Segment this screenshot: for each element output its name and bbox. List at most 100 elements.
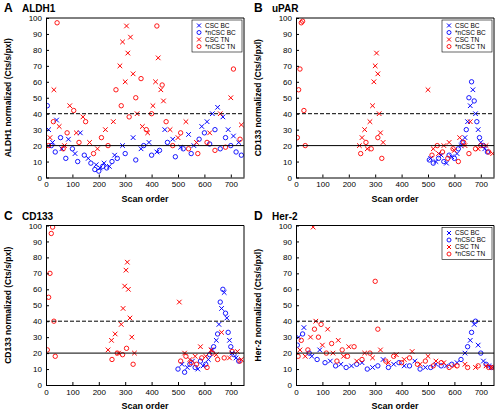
tick: 500 xyxy=(422,175,436,190)
point xyxy=(358,151,362,155)
point xyxy=(189,151,193,155)
legend-label: CSC BC xyxy=(205,22,230,29)
legend-label: CSC TN xyxy=(455,36,479,43)
legend-marker xyxy=(447,31,451,35)
point xyxy=(298,67,302,71)
tick-label: 0 xyxy=(288,381,293,390)
point xyxy=(238,359,242,363)
tick: 10 xyxy=(33,158,49,167)
series xyxy=(427,80,489,166)
tick-label: 90 xyxy=(283,30,292,39)
point-group xyxy=(61,147,65,151)
point xyxy=(376,72,381,77)
point-group xyxy=(182,370,186,374)
point xyxy=(67,103,72,108)
tick: 10 xyxy=(283,158,299,167)
tick-mark xyxy=(46,385,49,386)
legend-marker-group xyxy=(447,45,451,49)
point xyxy=(487,150,491,154)
point xyxy=(477,135,481,139)
tick: 100 xyxy=(316,382,330,397)
tick-mark xyxy=(46,66,49,67)
point-group xyxy=(299,338,303,342)
point xyxy=(114,88,118,92)
plot-area: 0100200300400500600700010203040506070809… xyxy=(279,222,496,397)
legend-marker-group xyxy=(197,45,201,49)
point xyxy=(134,158,138,162)
point-group xyxy=(134,158,138,162)
point xyxy=(215,105,220,110)
point xyxy=(476,343,481,348)
point xyxy=(384,359,388,363)
point xyxy=(227,356,232,361)
point-group xyxy=(170,137,175,142)
point xyxy=(110,159,114,163)
point xyxy=(487,365,491,369)
tick-label: 40 xyxy=(283,317,292,326)
point-group xyxy=(178,359,182,363)
point-group xyxy=(463,135,468,140)
panel: 0100200300400500600700010203040506070809… xyxy=(3,209,245,412)
point-group xyxy=(226,330,230,334)
point-group xyxy=(213,127,217,131)
legend-label: CSC TN xyxy=(455,243,479,250)
point-group xyxy=(218,147,222,151)
tick-mark xyxy=(99,382,100,385)
point-group xyxy=(472,99,476,103)
point xyxy=(186,132,191,137)
tick: 600 xyxy=(198,175,212,190)
point xyxy=(370,356,375,361)
point xyxy=(119,322,124,327)
point xyxy=(302,325,307,330)
point xyxy=(376,364,380,368)
tick-label: 40 xyxy=(33,317,42,326)
point-group xyxy=(155,24,159,28)
point-group xyxy=(168,127,173,132)
tick: 200 xyxy=(343,175,357,190)
point-group xyxy=(119,322,124,327)
tick-label: 0 xyxy=(288,174,293,183)
point xyxy=(418,367,422,371)
panel: 0100200300400500600700010203040506070809… xyxy=(253,1,495,204)
tick-label: 50 xyxy=(283,94,292,103)
point xyxy=(130,335,135,340)
tick-mark xyxy=(231,382,232,385)
point-group xyxy=(442,159,446,163)
tick-label: 400 xyxy=(395,180,409,189)
reference-line xyxy=(296,321,494,322)
point-group xyxy=(364,140,368,144)
point-group xyxy=(335,359,339,363)
tick-label: 0 xyxy=(294,388,299,397)
tick: 400 xyxy=(395,175,409,190)
point-group xyxy=(360,357,364,361)
point-group xyxy=(373,279,377,283)
tick-label: 30 xyxy=(283,333,292,342)
tick-mark xyxy=(402,382,403,385)
legend-marker-group xyxy=(197,31,201,35)
legend-marker-group xyxy=(447,252,451,256)
point-group xyxy=(48,271,52,275)
point-group xyxy=(467,96,471,100)
tick-mark xyxy=(46,289,49,290)
point-group xyxy=(468,119,473,124)
point xyxy=(155,24,159,28)
point xyxy=(391,354,395,358)
tick-mark xyxy=(204,175,205,178)
point-group xyxy=(457,135,462,140)
tick-mark xyxy=(46,162,49,163)
point-group xyxy=(376,327,380,331)
point-group xyxy=(131,362,135,366)
tick: 20 xyxy=(33,349,49,358)
tick: 50 xyxy=(33,301,49,310)
point xyxy=(70,147,74,151)
point-group xyxy=(223,311,227,315)
point xyxy=(476,127,481,132)
legend: CSC BC*nCSC BCCSC TN*nCSC TN xyxy=(192,20,242,52)
tick-mark xyxy=(296,98,299,99)
point-group xyxy=(53,150,57,154)
point-group xyxy=(431,364,435,368)
point-group xyxy=(370,356,375,361)
tick-label: 400 xyxy=(145,388,159,397)
point-group xyxy=(399,360,403,364)
point xyxy=(320,343,325,348)
